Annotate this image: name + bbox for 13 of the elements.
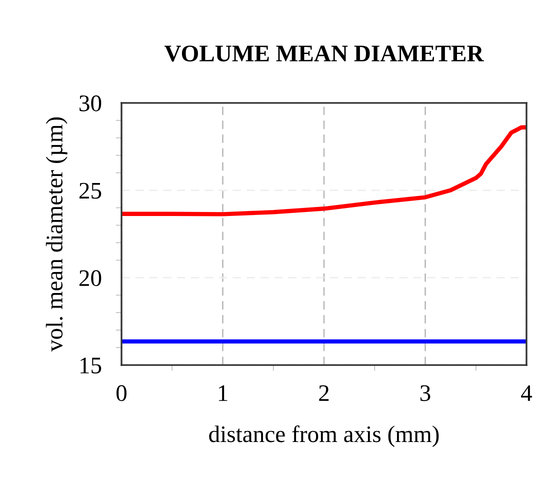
y-tick-label: 15 <box>80 358 102 374</box>
y-tick-label: 25 <box>79 182 102 199</box>
x-tick-label: 2 <box>319 385 329 401</box>
y-tick-label: 30 <box>80 95 102 112</box>
x-tick-label: 0 <box>116 385 127 402</box>
x-axis-title: distance from axis (mm) <box>209 425 439 448</box>
x-tick-label: 1 <box>218 385 228 401</box>
x-tick-label: 3 <box>420 385 430 402</box>
line-series <box>122 125 526 216</box>
y-axis-title: vol. mean diameter (µm) <box>46 117 68 352</box>
chart-title: VOLUME MEAN DIAMETER <box>164 46 484 62</box>
y-tick-label: 20 <box>79 270 102 286</box>
x-tick-label: 4 <box>521 385 532 401</box>
